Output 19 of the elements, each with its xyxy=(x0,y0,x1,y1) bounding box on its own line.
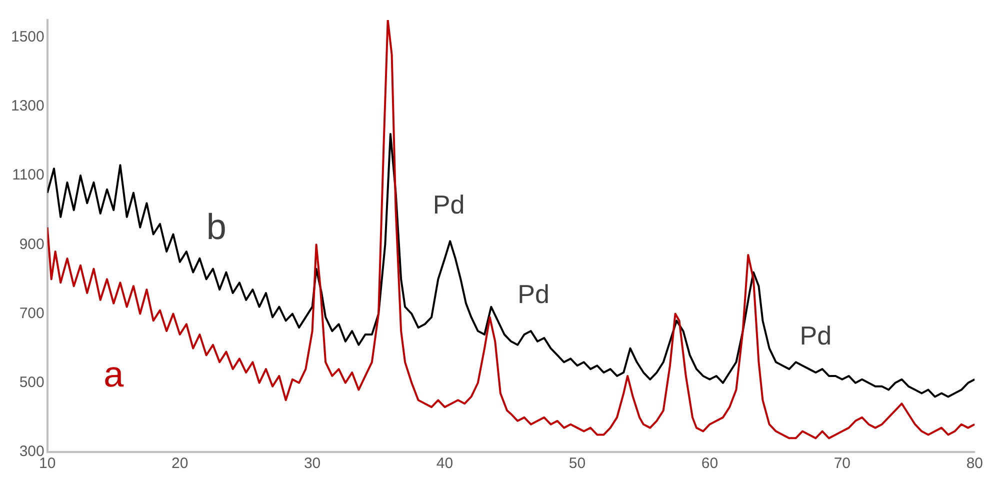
x-tick-label: 60 xyxy=(701,455,718,472)
y-tick-label: 900 xyxy=(19,236,44,253)
x-tick-label: 20 xyxy=(171,455,188,472)
y-tick-label: 1100 xyxy=(12,166,44,184)
annotation: Pd xyxy=(518,279,550,310)
annotation: Pd xyxy=(432,189,465,220)
annotation: Pd xyxy=(800,320,832,351)
x-tick-label: 80 xyxy=(966,455,983,472)
y-tick-label: 1300 xyxy=(10,98,44,115)
series-label: a xyxy=(104,353,125,394)
x-tick-label: 40 xyxy=(436,455,454,472)
y-tick-label: 1500 xyxy=(10,28,44,46)
x-tick-label: 70 xyxy=(834,455,851,472)
x-tick-label: 50 xyxy=(568,455,586,472)
y-tick-label: 700 xyxy=(19,304,44,322)
x-tick-label: 10 xyxy=(39,455,56,472)
y-tick-label: 500 xyxy=(19,374,44,392)
x-tick-label: 30 xyxy=(304,455,321,472)
series-label: b xyxy=(206,206,226,248)
